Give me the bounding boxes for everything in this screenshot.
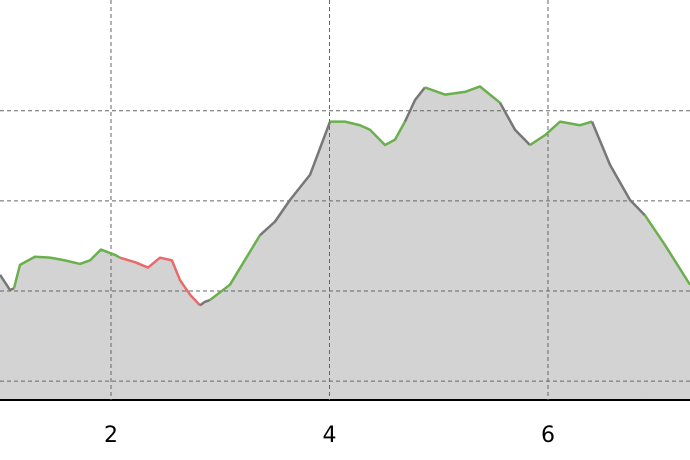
profile-line — [529, 120, 593, 147]
x-tick-label: 6 — [541, 423, 555, 448]
area-fill — [529, 121, 593, 401]
area-fill — [209, 235, 261, 400]
profile-line — [12, 248, 121, 289]
area-fill — [13, 249, 120, 400]
area-fill — [424, 86, 501, 401]
area-fill — [592, 121, 645, 401]
area-fill — [119, 257, 201, 400]
profile-line — [330, 120, 407, 147]
area-fill — [404, 87, 425, 400]
profile-line — [209, 234, 262, 301]
area-fill — [500, 102, 530, 401]
profile-line — [590, 121, 646, 217]
x-tick-label: 2 — [104, 423, 118, 448]
x-tick-label: 4 — [322, 423, 336, 448]
profile-line — [424, 85, 501, 104]
area-fill — [200, 300, 210, 400]
area-fill — [0, 274, 14, 400]
profile-line — [259, 121, 332, 237]
area-fill — [644, 215, 690, 400]
profile-line — [119, 256, 201, 307]
area-fill — [330, 121, 405, 401]
profile-line — [403, 86, 426, 123]
profile-line — [0, 274, 15, 292]
profile-line — [498, 102, 531, 146]
profile-line — [643, 214, 690, 286]
profile-line — [199, 298, 211, 307]
area-fill — [260, 121, 331, 401]
